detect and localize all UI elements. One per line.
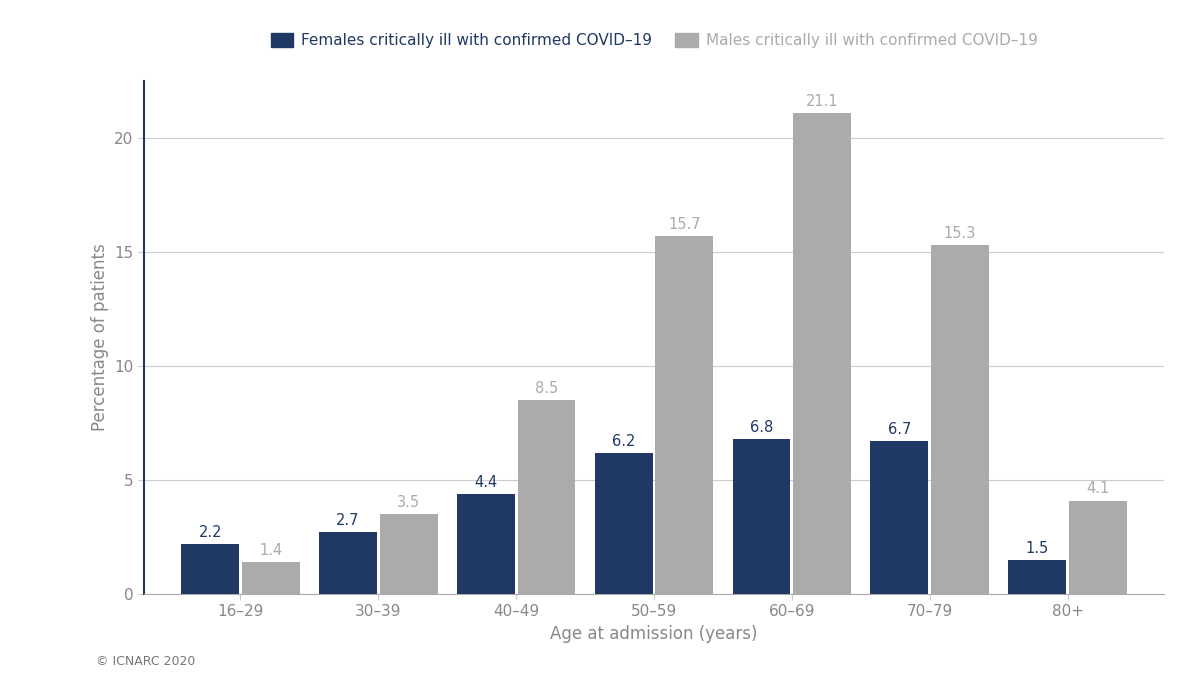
Bar <box>181 544 239 594</box>
Text: 6.7: 6.7 <box>888 422 911 437</box>
Text: 4.1: 4.1 <box>1086 481 1110 496</box>
Text: 6.2: 6.2 <box>612 433 635 448</box>
Bar <box>732 439 791 594</box>
Bar <box>457 493 515 594</box>
Text: 6.8: 6.8 <box>750 420 773 435</box>
Text: 8.5: 8.5 <box>535 381 558 396</box>
Text: 1.5: 1.5 <box>1026 541 1049 556</box>
Bar <box>379 514 438 594</box>
Bar <box>793 113 851 594</box>
Bar <box>517 400 576 594</box>
Bar <box>595 453 653 594</box>
Text: © ICNARC 2020: © ICNARC 2020 <box>96 655 196 668</box>
Bar <box>1069 501 1127 594</box>
Bar <box>655 236 713 594</box>
Text: 3.5: 3.5 <box>397 495 420 510</box>
Text: 2.2: 2.2 <box>198 524 222 540</box>
Legend: Females critically ill with confirmed COVID–19, Males critically ill with confir: Females critically ill with confirmed CO… <box>264 27 1044 55</box>
Text: 21.1: 21.1 <box>806 94 839 109</box>
Bar <box>1008 560 1066 594</box>
Text: 4.4: 4.4 <box>474 475 498 489</box>
Text: 15.3: 15.3 <box>944 226 976 241</box>
Text: 15.7: 15.7 <box>668 217 701 232</box>
Y-axis label: Percentage of patients: Percentage of patients <box>91 244 109 431</box>
Bar <box>931 245 989 594</box>
Bar <box>319 533 377 594</box>
X-axis label: Age at admission (years): Age at admission (years) <box>551 625 757 643</box>
Text: 2.7: 2.7 <box>336 513 360 529</box>
Bar <box>870 441 929 594</box>
Text: 1.4: 1.4 <box>259 543 282 558</box>
Bar <box>242 562 300 594</box>
